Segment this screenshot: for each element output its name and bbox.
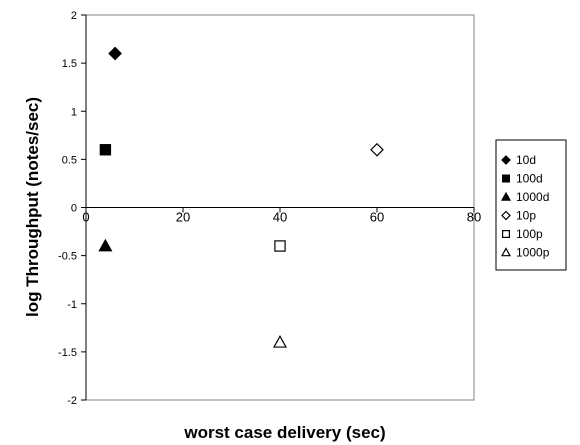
x-axis-title: worst case delivery (sec)	[183, 423, 385, 442]
data-point-1000d	[98, 238, 113, 252]
y-tick-label: 0.5	[62, 154, 77, 166]
x-tick-label: 40	[273, 210, 287, 225]
data-point-10d	[108, 46, 122, 61]
legend-label-1000d: 1000d	[516, 190, 549, 204]
y-tick-label: -0.5	[58, 251, 77, 263]
data-point-100p	[274, 240, 286, 252]
data-point-10p	[370, 142, 384, 157]
data-point-1000p	[272, 335, 288, 348]
legend-marker-10d	[501, 155, 511, 165]
legend-label-100d: 100d	[516, 172, 543, 186]
legend-marker-10p	[501, 210, 511, 221]
y-tick-label: 1.5	[62, 58, 77, 70]
legend-label-1000p: 1000p	[516, 246, 550, 260]
y-tick-label: -2	[67, 395, 77, 407]
data-points	[98, 46, 384, 348]
legend-marker-100d	[502, 174, 511, 183]
x-tick-label: 0	[82, 210, 89, 225]
legend-marker-1000d	[500, 191, 512, 201]
x-tick-label: 80	[467, 210, 481, 225]
legend-label-10p: 10p	[516, 209, 536, 223]
tick-labels: -2-1.5-1-0.500.511.520 20 40 60 80	[58, 10, 481, 407]
y-tick-label: -1.5	[58, 347, 77, 359]
x-tick-label: 60	[370, 210, 384, 225]
legend-marker-1000p	[500, 247, 512, 257]
y-tick-label: -1	[67, 299, 77, 311]
x-tick-label: 20	[176, 210, 190, 225]
y-tick-label: 1	[71, 106, 77, 118]
axes	[81, 14, 475, 401]
y-tick-label: 0	[71, 203, 77, 215]
legend: 10d 100d 1000d 10p 100p 1000p	[495, 139, 567, 271]
legend-label-10d: 10d	[516, 153, 536, 167]
legend-label-100p: 100p	[516, 227, 543, 241]
y-axis-title: log Throughput (notes/sec)	[23, 97, 42, 317]
data-point-100d	[99, 144, 112, 156]
y-tick-label: 2	[71, 10, 77, 22]
legend-marker-100p	[502, 230, 511, 239]
